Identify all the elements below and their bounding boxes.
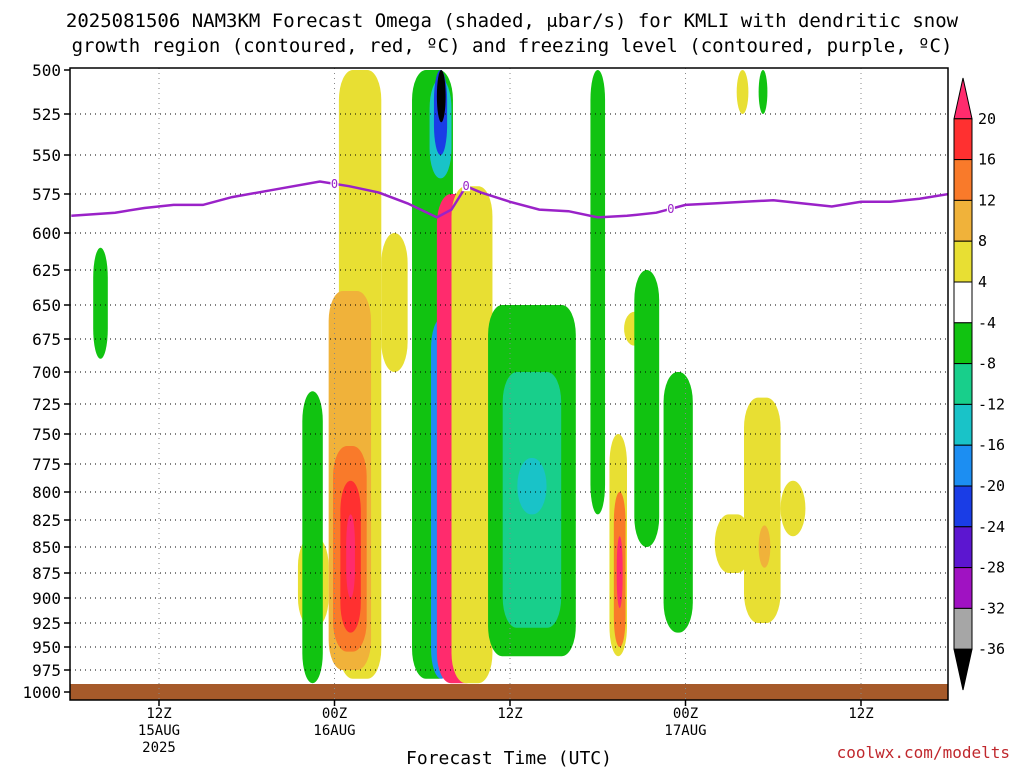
omega-shade-29 <box>736 70 749 114</box>
omega-shade-36 <box>93 247 108 359</box>
colorbar-segment <box>953 118 973 161</box>
colorbar-label: 20 <box>978 110 996 128</box>
x-tick-label-date: 16AUG <box>313 723 355 739</box>
colorbar-label: 8 <box>978 232 987 250</box>
colorbar-label: -12 <box>978 395 1005 413</box>
omega-shade-7 <box>381 233 408 372</box>
omega-shade-30 <box>758 70 768 114</box>
omega-shade-27 <box>758 525 771 568</box>
colorbar-label: -20 <box>978 477 1005 495</box>
colorbar-segment <box>953 363 973 405</box>
freezing-contour-label: 0 <box>667 202 674 216</box>
y-tick-label: 900 <box>32 589 61 608</box>
x-tick-label-year: 2025 <box>142 740 176 756</box>
colorbar-segment <box>953 526 973 569</box>
plot-frame <box>69 67 949 701</box>
colorbar: 20 16 12 8 4 -4 -8 -12 -16 -20 -24 -28 -32 -36 <box>953 77 1005 691</box>
colorbar-label: -36 <box>978 640 1005 658</box>
omega-shade-33 <box>1019 263 1024 470</box>
colorbar-label: 12 <box>978 191 996 209</box>
colorbar-segment <box>953 567 973 609</box>
colorbar-segment <box>953 199 973 242</box>
x-tick-label-time: 12Z <box>497 706 522 722</box>
colorbar-arrow-bottom <box>953 648 973 691</box>
colorbar-label: -32 <box>978 599 1005 617</box>
y-tick-label: 950 <box>32 638 61 657</box>
colorbar-segment <box>953 322 973 365</box>
y-tick-label: 675 <box>32 330 61 349</box>
y-tick-label: 500 <box>32 61 61 80</box>
y-tick-label: 975 <box>32 661 61 680</box>
x-tick-label-date: 15AUG <box>138 723 180 739</box>
y-tick-label: 725 <box>32 395 61 414</box>
chart-title-line2: growth region (contoured, red, ºC) and f… <box>72 35 953 57</box>
omega-shade-32 <box>1007 139 1024 608</box>
colorbar-segment <box>953 444 973 487</box>
freezing-contour-label: 0 <box>463 179 470 193</box>
omega-shade-26 <box>744 397 781 623</box>
y-tick-label: 925 <box>32 614 61 633</box>
x-tick-label-time: 00Z <box>322 706 347 722</box>
omega-shade-17 <box>517 458 547 515</box>
freezing-label-bg <box>462 180 471 192</box>
colorbar-arrow-top <box>953 77 973 120</box>
y-tick-label: 700 <box>32 363 61 382</box>
y-tick-label: 525 <box>32 105 61 124</box>
y-axis: 500 525 550 575 600 625 650 675 700 725 750 775 800 8… <box>22 61 70 702</box>
omega-shade-28 <box>780 480 806 537</box>
freezing-contour-label: 0 <box>331 177 338 191</box>
y-tick-label: 850 <box>32 538 61 557</box>
colorbar-label: -28 <box>978 559 1005 577</box>
colorbar-segment <box>953 281 973 324</box>
colorbar-label: -8 <box>978 355 996 373</box>
y-tick-label: 650 <box>32 296 61 315</box>
omega-shade-24 <box>663 372 693 633</box>
gridlines <box>70 68 948 700</box>
x-tick-label-time: 00Z <box>673 706 698 722</box>
omega-shade-18 <box>590 70 606 515</box>
colorbar-label: 4 <box>978 273 987 291</box>
plot-area <box>70 70 1024 700</box>
omega-shade-14 <box>451 186 493 684</box>
omega-shade-11 <box>436 70 446 123</box>
y-tick-label: 1000 <box>22 683 61 702</box>
colorbar-segment <box>953 240 973 283</box>
y-tick-label: 800 <box>32 483 61 502</box>
colorbar-label: -4 <box>978 314 996 332</box>
freezing-label-bg <box>666 202 675 214</box>
y-tick-label: 575 <box>32 185 61 204</box>
freezing-level-line <box>71 180 948 219</box>
omega-shade-21 <box>616 536 623 608</box>
chart-title-line1: 2025081506 NAM3KM Forecast Omega (shaded… <box>66 10 959 32</box>
colorbar-segment <box>953 403 973 446</box>
y-tick-label: 875 <box>32 564 61 583</box>
x-axis-title: Forecast Time (UTC) <box>406 748 612 768</box>
omega-shade-6 <box>346 514 355 598</box>
x-tick-label-date: 17AUG <box>664 723 706 739</box>
credit-link[interactable]: coolwx.com/modelts <box>837 743 1010 762</box>
omega-shade-2 <box>302 391 323 684</box>
x-tick-label-time: 12Z <box>146 706 171 722</box>
omega-shade-23 <box>634 270 660 547</box>
freezing-level-contour: 0000 <box>71 177 948 219</box>
freezing-label-bg <box>330 177 339 189</box>
y-tick-label: 825 <box>32 511 61 530</box>
colorbar-segment <box>953 485 973 528</box>
y-tick-label: 775 <box>32 455 61 474</box>
colorbar-segment <box>953 159 973 201</box>
omega-shade-25 <box>714 514 752 573</box>
y-tick-label: 600 <box>32 224 61 243</box>
x-tick-label-time: 12Z <box>848 706 873 722</box>
y-tick-label: 625 <box>32 261 61 280</box>
colorbar-label: -24 <box>978 518 1005 536</box>
y-tick-label: 750 <box>32 425 61 444</box>
colorbar-label: -16 <box>978 436 1005 454</box>
ground-strip <box>70 684 948 700</box>
y-tick-label: 550 <box>32 146 61 165</box>
colorbar-label: 16 <box>978 151 996 169</box>
colorbar-segment <box>953 607 973 650</box>
